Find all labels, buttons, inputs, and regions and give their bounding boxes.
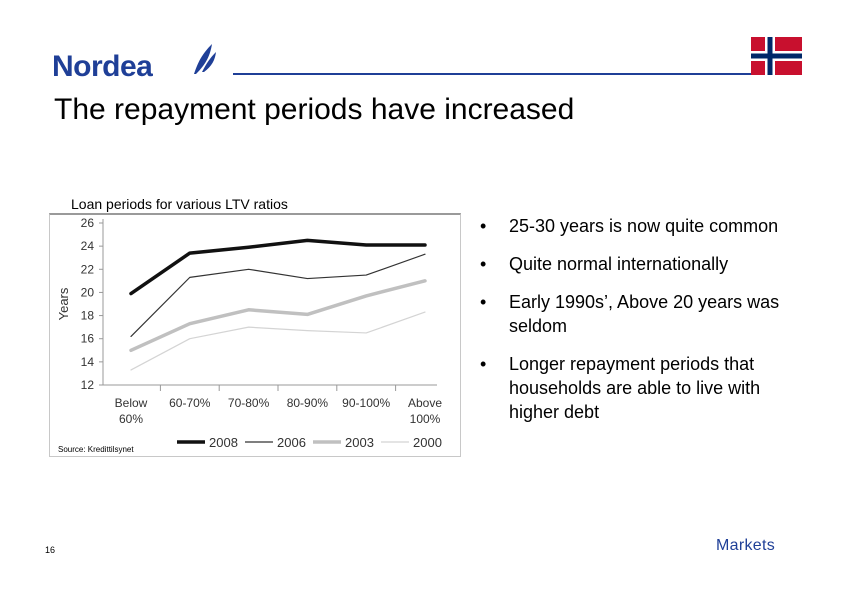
- nordea-logo: Nordea: [52, 42, 222, 83]
- logo-text: Nordea: [52, 50, 153, 83]
- series-line-2006: [130, 253, 426, 338]
- bullet-text: Quite normal internationally: [509, 254, 729, 274]
- series-line-2000: [130, 311, 426, 371]
- x-tick-label: 70-80%: [228, 396, 270, 410]
- bullet-text: 25-30 years is now quite common: [509, 216, 779, 236]
- bullet-dot-icon: •: [480, 292, 487, 312]
- norway-flag-icon: [751, 37, 802, 75]
- legend-label-2003: 2003: [345, 435, 374, 450]
- bullet-item: • Early 1990s’, Above 20 years was seldom: [480, 290, 810, 338]
- bullet-text: Early 1990s’, Above 20 years was seldom: [509, 292, 780, 336]
- bullet-item: • Longer repayment periods that household…: [480, 352, 810, 424]
- legend-label-2008: 2008: [209, 435, 238, 450]
- series-line-2003: [129, 279, 427, 353]
- footer-brand: Markets: [716, 537, 775, 554]
- legend-label-2006: 2006: [277, 435, 306, 450]
- series-line-2008: [129, 238, 427, 296]
- header-rule: [233, 73, 789, 75]
- y-tick-label: 22: [81, 262, 95, 276]
- bullet-dot-icon: •: [480, 216, 487, 236]
- bullet-list: • 25-30 years is now quite common • Quite …: [480, 214, 810, 438]
- bullet-dot-icon: •: [480, 354, 487, 374]
- y-tick-label: 24: [81, 239, 95, 253]
- chart-title: Loan periods for various LTV ratios: [71, 196, 288, 212]
- line-chart: 12 14 16 18 20 22 24 26 Years Below 60% 60-70% 70-80…: [56, 216, 442, 450]
- y-tick-label: 26: [81, 216, 95, 230]
- bullet-dot-icon: •: [480, 254, 487, 274]
- y-tick-label: 16: [81, 332, 95, 346]
- bullet-text: Longer repayment periods that households…: [509, 354, 761, 422]
- x-tick-label: 80-90%: [287, 396, 329, 410]
- x-tick-label: Above 100%: [408, 396, 442, 426]
- y-tick-label: 20: [81, 285, 95, 299]
- legend-label-2000: 2000: [413, 435, 442, 450]
- chart-source: Source: Kredittilsynet: [58, 445, 134, 454]
- slide-title: The repayment periods have increased: [54, 93, 575, 126]
- x-tick-label: Below 60%: [115, 396, 148, 426]
- chart-frame: [49, 213, 461, 457]
- nordea-sail-icon: [194, 44, 216, 74]
- y-axis-label: Years: [56, 287, 71, 320]
- page-number: 16: [45, 545, 56, 555]
- y-tick-label: 14: [81, 355, 95, 369]
- x-tick-label: 90-100%: [342, 396, 390, 410]
- x-tick-label: 60-70%: [169, 396, 211, 410]
- bullet-item: • Quite normal internationally: [480, 252, 810, 276]
- y-tick-label: 12: [81, 378, 95, 392]
- bullet-item: • 25-30 years is now quite common: [480, 214, 810, 238]
- y-tick-label: 18: [81, 309, 95, 323]
